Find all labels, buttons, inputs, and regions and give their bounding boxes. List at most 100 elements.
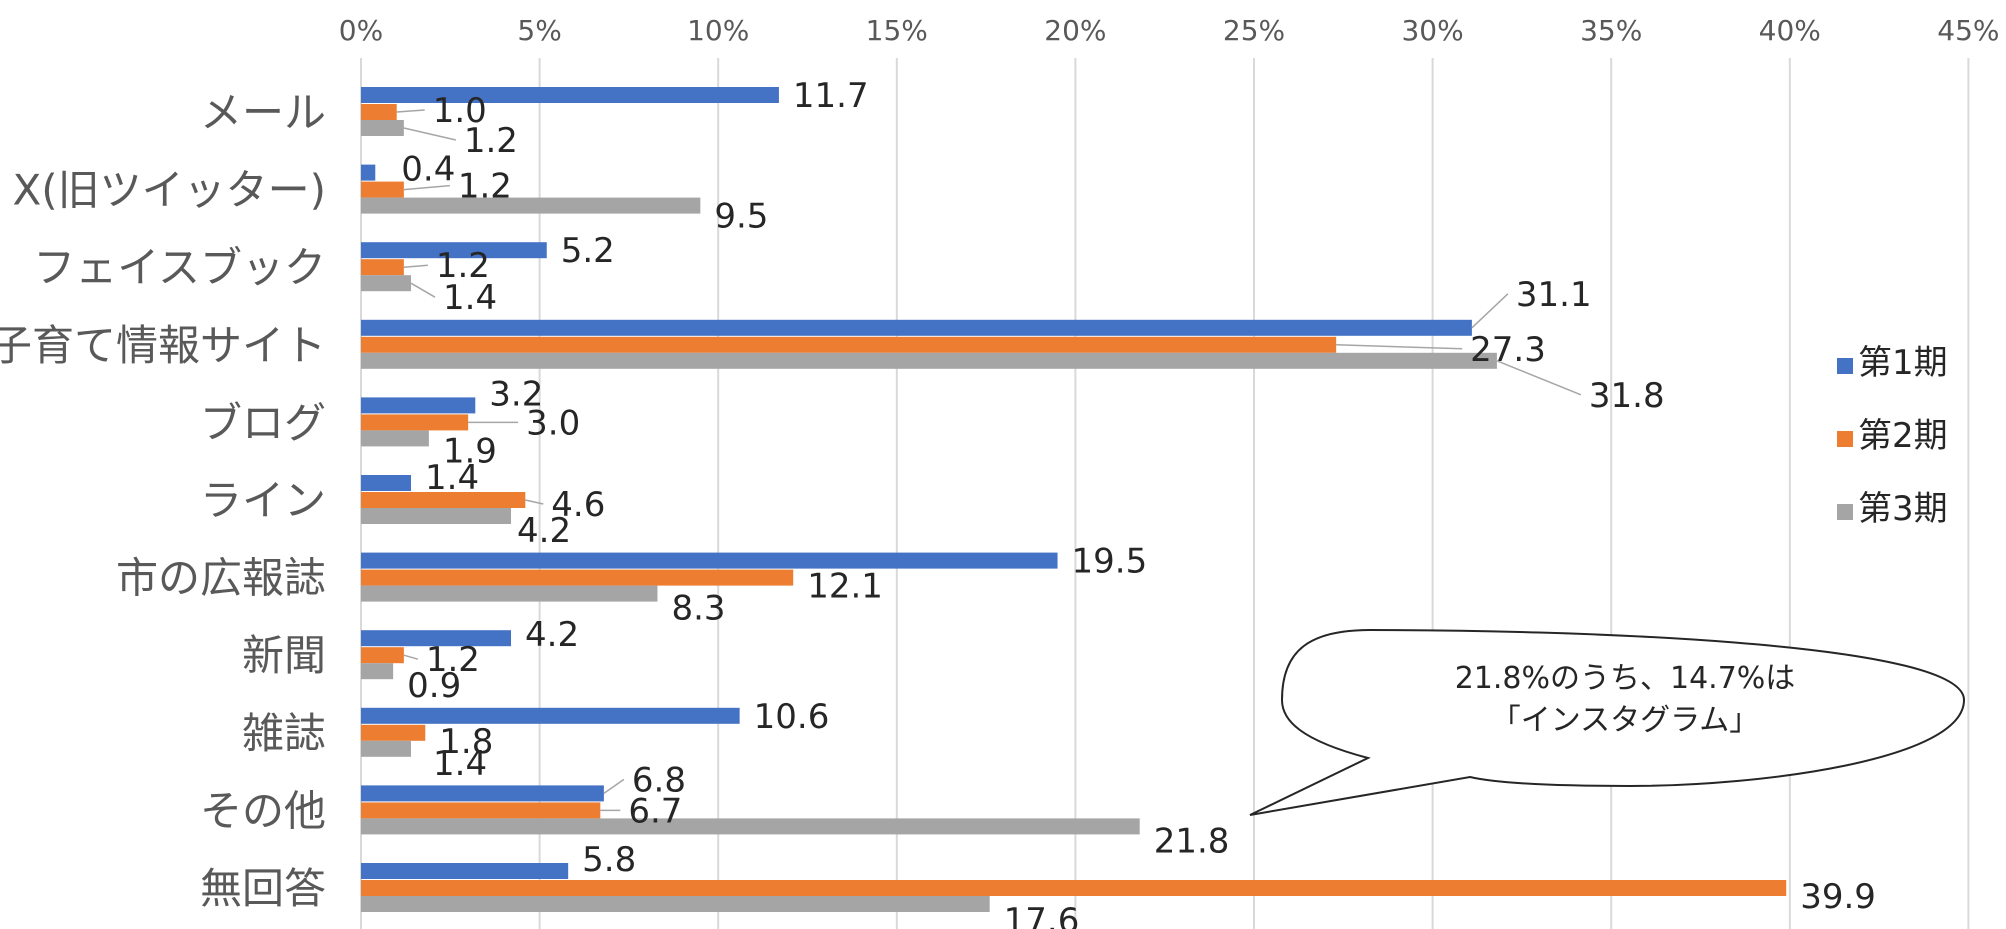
bar-1 — [361, 552, 1058, 569]
leader-line — [525, 499, 544, 505]
bar-1 — [361, 242, 547, 259]
data-label: 27.3 — [1470, 330, 1546, 370]
x-axis-ticks: 0% 5% 10% 15% 20% 25% 30% 35% 40% 45% — [339, 14, 2000, 47]
callout-bubble — [1249, 628, 1966, 816]
bar-2 — [361, 336, 1337, 353]
bar-3 — [361, 508, 512, 524]
legend-swatch — [1837, 431, 1853, 447]
data-label: 9.5 — [714, 197, 768, 237]
bar-1 — [361, 164, 376, 181]
bar-2 — [361, 492, 526, 508]
data-label: 1.4 — [443, 278, 497, 318]
data-label: 31.8 — [1589, 376, 1665, 416]
legend-swatch — [1837, 358, 1853, 374]
data-label: 12.1 — [807, 567, 883, 607]
x-tick-label: 5% — [517, 14, 561, 47]
bar-3 — [361, 818, 1140, 835]
x-tick-label: 15% — [866, 14, 928, 47]
data-label: 21.8 — [1154, 821, 1230, 861]
data-label: 5.8 — [582, 840, 636, 880]
data-label: 1.4 — [425, 458, 479, 498]
data-label: 1.4 — [433, 744, 487, 784]
bar-1 — [361, 319, 1472, 336]
data-label: 1.2 — [458, 167, 512, 207]
bar-2 — [361, 647, 404, 664]
data-label: 1.2 — [426, 640, 480, 680]
bar-1 — [361, 87, 779, 103]
leader-line — [1496, 360, 1582, 396]
legend-label: 第1期 — [1858, 343, 1948, 383]
bar-1 — [361, 707, 740, 724]
data-label: 0.9 — [407, 666, 461, 706]
bar-2 — [361, 802, 601, 819]
leader-line — [1471, 293, 1509, 329]
bar-3 — [361, 896, 990, 912]
data-label: 4.2 — [517, 511, 571, 551]
data-label: 19.5 — [1072, 542, 1148, 582]
data-label: 3.0 — [526, 403, 580, 443]
data-label: 5.2 — [561, 231, 615, 271]
leader-line — [603, 778, 625, 795]
data-label: 11.7 — [793, 76, 869, 116]
category-label: フェイスブック — [33, 243, 326, 292]
data-label: 17.6 — [1004, 901, 1080, 929]
data-label: 4.2 — [525, 615, 579, 655]
data-label: 1.8 — [439, 722, 493, 762]
callout-text: 「インスタグラム」 — [1491, 703, 1760, 738]
data-label: 39.9 — [1800, 877, 1876, 917]
x-tick-label: 25% — [1223, 14, 1285, 47]
leader-line — [403, 654, 419, 660]
bar-2 — [361, 104, 397, 120]
bar-2 — [361, 724, 426, 741]
data-label: 1.0 — [433, 91, 487, 131]
category-label: 新聞 — [242, 631, 326, 680]
bar-3 — [361, 585, 658, 602]
data-label: 1.2 — [464, 121, 518, 161]
bar-3 — [361, 275, 412, 292]
bar-3 — [361, 197, 701, 214]
x-tick-label: 45% — [1937, 14, 1999, 47]
leader-line — [403, 264, 428, 268]
bars — [361, 87, 1787, 912]
callout-text: 21.8%のうち、14.7%は — [1455, 661, 1796, 696]
bar-1 — [361, 475, 412, 491]
data-label: 3.2 — [489, 374, 543, 414]
data-label: 0.4 — [401, 150, 455, 190]
category-label: ブログ — [200, 398, 326, 447]
legend-label: 第2期 — [1858, 416, 1948, 456]
bar-2 — [361, 259, 404, 276]
leader-line — [396, 109, 425, 113]
leader-line — [410, 282, 436, 298]
x-tick-label: 30% — [1401, 14, 1463, 47]
bar-3 — [361, 663, 394, 680]
x-tick-label: 0% — [339, 14, 383, 47]
bar-2 — [361, 181, 404, 198]
leader-line — [403, 184, 450, 191]
category-label: メール — [200, 88, 326, 137]
bar-1 — [361, 630, 512, 647]
data-label: 1.2 — [436, 246, 490, 286]
category-label: その他 — [200, 786, 326, 835]
category-labels: メール X(旧ツイッター) フェイスブック子育て情報サイトブログライン市の広報誌新聞… — [0, 88, 326, 913]
category-label: 市の広報誌 — [116, 554, 326, 603]
x-tick-label: 35% — [1580, 14, 1642, 47]
leader-line — [1336, 344, 1463, 350]
bar-2 — [361, 569, 794, 586]
bar-1 — [361, 397, 476, 414]
category-label: ライン — [200, 476, 326, 525]
bar-3 — [361, 352, 1497, 369]
x-tick-label: 40% — [1759, 14, 1821, 47]
bar-2 — [361, 880, 1787, 896]
data-labels: 11.71.01.20.4 1.29.55.21.21.4 31.127.331.8… — [396, 76, 1876, 929]
bar-3 — [361, 430, 429, 447]
category-label: X(旧ツイッター) — [12, 166, 326, 215]
bar-2 — [361, 414, 469, 431]
x-tick-label: 10% — [687, 14, 749, 47]
bar-3 — [361, 740, 412, 757]
legend-swatch — [1837, 504, 1853, 520]
x-tick-label: 20% — [1044, 14, 1106, 47]
data-label: 31.1 — [1516, 275, 1592, 315]
legend-label: 第3期 — [1858, 489, 1948, 529]
